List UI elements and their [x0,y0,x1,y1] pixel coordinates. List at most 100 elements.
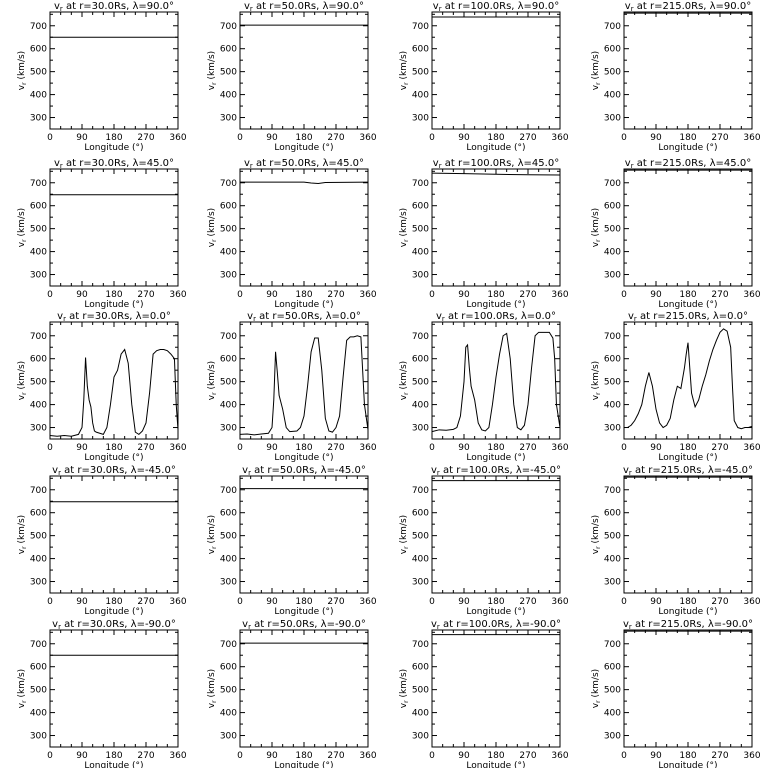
y-axis-label-units: (km/s) [207,51,217,83]
y-axis-label-var: v [207,548,217,554]
panel-title-subscript: r [634,315,637,323]
x-tick-label: 0 [47,443,53,453]
panel-3: vr at r=100.0Rs, λ=90.0°0 90 180 270 3603004… [399,1,569,153]
x-axis-label: Longitude (°) [274,761,333,768]
y-tick-label: 400 [412,401,429,411]
y-axis-label: vr (km/s) [17,208,28,247]
x-tick-label: 0 [47,751,53,761]
panel-title-subscript: r [631,5,634,13]
y-tick-label: 700 [412,486,429,496]
panel-title: vr at r=215.0Rs, λ=0.0° [628,311,748,323]
y-tick-label: 400 [604,555,621,565]
x-tick-label: 90 [76,597,88,607]
panel-title-rest: at r=215.0Rs, λ=0.0° [637,311,748,322]
panel-8: vr at r=215.0Rs, λ=45.0°0 90 180 270 3603004… [591,158,761,310]
panel-16: vr at r=215.0Rs, λ=-45.0°0 90 180 270 360300… [591,465,761,617]
y-tick-label: 700 [220,486,237,496]
y-tick-label: 600 [30,202,47,212]
panel-title: vr at r=30.0Rs, λ=0.0° [57,311,171,323]
panel-title-var: v [431,619,437,630]
panel-title: vr at r=50.0Rs, λ=0.0° [247,311,361,323]
y-tick-label: 500 [412,225,429,235]
panel-title-var: v [247,311,253,322]
x-tick-label: 270 [711,751,728,761]
y-tick-label: 500 [30,68,47,78]
plot-frame [239,629,369,748]
x-tick-label: 360 [743,597,760,607]
panel-title-subscript: r [439,5,442,13]
x-tick-label: 0 [621,133,627,143]
y-tick-label: 600 [604,663,621,673]
x-tick-label: 0 [621,751,627,761]
x-axis-label: Longitude (°) [658,300,717,310]
panel-title-rest: at r=30.0Rs, λ=0.0° [66,311,171,322]
panel-title-subscript: r [58,469,61,477]
x-axis-label: Longitude (°) [466,761,525,768]
panel-title-rest: at r=100.0Rs, λ=-45.0° [440,465,561,476]
x-tick-label: 90 [266,751,278,761]
y-axis-label-var: v [591,84,601,90]
y-tick-label: 500 [30,686,47,696]
panel-title-subscript: r [442,315,445,323]
panel-title-var: v [625,1,631,12]
y-tick-label: 700 [412,179,429,189]
y-tick-label: 300 [604,271,621,281]
panel-1: vr at r=30.0Rs, λ=90.0°0 90 180 270 36030040… [17,1,187,153]
panel-title-subscript: r [63,315,66,323]
y-axis-label-var: v [591,702,601,708]
y-tick-label: 700 [604,486,621,496]
panel-title-rest: at r=30.0Rs, λ=-90.0° [61,619,176,630]
panel-title-rest: at r=100.0Rs, λ=45.0° [442,158,560,169]
y-tick-label: 600 [220,355,237,365]
y-axis-label-var: v [399,702,409,708]
panel-15: vr at r=100.0Rs, λ=-45.0°0 90 180 270 360300… [399,465,569,617]
x-tick-label: 90 [458,133,470,143]
plot-frame [49,11,179,130]
x-tick-label: 180 [105,597,122,607]
x-axis-label: Longitude (°) [274,453,333,463]
y-tick-label: 300 [30,424,47,434]
y-axis-label-subscript: r [595,546,602,549]
y-axis-label-units: (km/s) [591,208,601,240]
panel-title: vr at r=30.0Rs, λ=-45.0° [52,465,176,477]
y-axis-label-subscript: r [211,546,218,549]
y-axis-label-var: v [207,84,217,90]
x-tick-label: 270 [711,597,728,607]
x-tick-label: 90 [650,751,662,761]
x-axis-label: Longitude (°) [84,143,143,153]
x-tick-label: 360 [169,597,186,607]
y-tick-label: 700 [30,486,47,496]
x-tick-label: 270 [327,597,344,607]
x-tick-label: 0 [429,443,435,453]
y-tick-label: 600 [412,45,429,55]
panel-title-rest: at r=215.0Rs, λ=45.0° [634,158,752,169]
x-tick-label: 360 [359,597,376,607]
panel-title-subscript: r [60,5,63,13]
panel-title: vr at r=50.0Rs, λ=-90.0° [242,619,366,631]
y-axis-label-subscript: r [21,82,28,85]
y-tick-label: 400 [604,248,621,258]
panel-title: vr at r=30.0Rs, λ=-90.0° [52,619,176,631]
series-line [240,181,369,184]
y-tick-label: 700 [412,640,429,650]
x-tick-label: 0 [429,597,435,607]
panel-title: vr at r=30.0Rs, λ=45.0° [54,158,174,170]
x-tick-label: 0 [429,751,435,761]
y-tick-label: 300 [30,732,47,742]
y-axis-label-var: v [17,702,27,708]
x-tick-label: 270 [519,290,536,300]
y-tick-label: 700 [604,22,621,32]
y-tick-label: 500 [412,532,429,542]
y-tick-label: 700 [30,640,47,650]
y-tick-label: 600 [220,45,237,55]
panel-title-subscript: r [439,162,442,170]
panel-title: vr at r=100.0Rs, λ=45.0° [433,158,559,170]
panel-title-rest: at r=215.0Rs, λ=-45.0° [632,465,753,476]
panel-14: vr at r=50.0Rs, λ=-45.0°0 90 180 270 3603004… [207,465,377,617]
x-tick-label: 180 [295,443,312,453]
y-axis-label-var: v [17,241,27,247]
y-axis-label-subscript: r [21,392,28,395]
panel-title: vr at r=215.0Rs, λ=-45.0° [623,465,753,477]
x-axis-label: Longitude (°) [466,300,525,310]
